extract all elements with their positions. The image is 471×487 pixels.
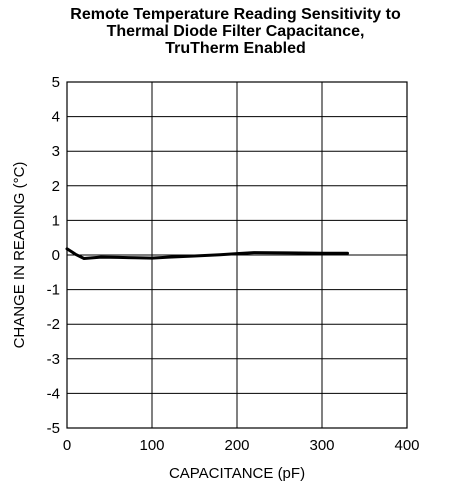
x-tick-label: 400	[394, 437, 419, 454]
x-tick-label: 0	[63, 437, 71, 454]
series-line-0	[65, 247, 349, 260]
chart-title-line-1: Remote Temperature Reading Sensitivity t…	[70, 6, 401, 23]
chart-title: Remote Temperature Reading Sensitivity t…	[0, 6, 471, 57]
y-tick-label: 4	[52, 109, 60, 126]
y-tick-label: 1	[52, 212, 60, 229]
y-tick-label: -3	[47, 351, 60, 368]
x-tick-label: 100	[139, 437, 164, 454]
y-axis-title: CHANGE IN READING (°C)	[11, 162, 28, 349]
y-tick-label: 2	[52, 178, 60, 195]
x-axis-title: CAPACITANCE (pF)	[169, 465, 305, 482]
y-tick-label: -4	[47, 385, 60, 402]
plot-frame	[66, 81, 408, 429]
y-tick-label: -1	[47, 282, 60, 299]
x-tick-label: 200	[224, 437, 249, 454]
y-tick-label: 5	[52, 74, 60, 91]
y-tick-label: 0	[52, 247, 60, 264]
tick-labels: -5 -4 -3 -2 -1 0 1 2 3 4 5 0 100 200 300 400	[47, 74, 420, 454]
y-tick-label: 3	[52, 143, 60, 160]
y-tick-label: -5	[47, 420, 60, 437]
y-tick-label: -2	[47, 316, 60, 333]
x-tick-label: 300	[309, 437, 334, 454]
series-lines	[65, 247, 349, 260]
chart-title-line-2: Thermal Diode Filter Capacitance,	[106, 23, 365, 40]
chart-title-line-3: TruTherm Enabled	[165, 40, 306, 57]
